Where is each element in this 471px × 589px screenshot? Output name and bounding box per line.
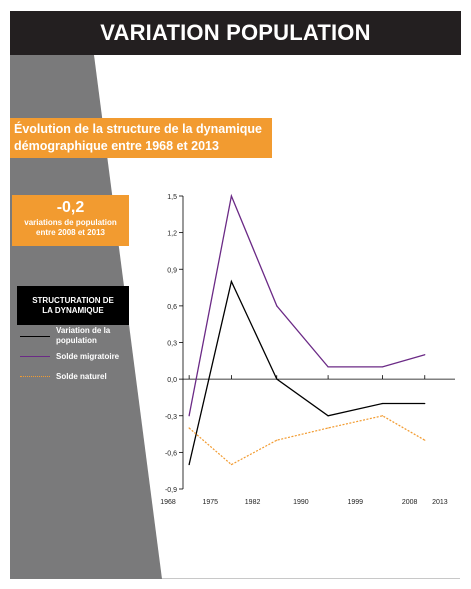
- y-tick-label: -0,9: [165, 487, 177, 494]
- data-point-solde-migratoire: [381, 366, 384, 368]
- chart-subtitle-line1: Évolution de la structure de la dynamiqu…: [14, 122, 262, 136]
- legend-label-population-line2: population: [56, 336, 97, 345]
- legend-label-population-line1: Variation de la: [56, 326, 111, 335]
- legend-title-box: STRUCTURATION DE LA DYNAMIQUE: [17, 286, 129, 325]
- stat-label: variations de population entre 2008 et 2…: [12, 218, 129, 238]
- stat-label-line2: entre 2008 et 2013: [36, 228, 105, 237]
- x-tick-label: 1999: [348, 499, 364, 506]
- data-point-solde-migratoire: [188, 415, 190, 417]
- legend-swatch-population: [20, 336, 50, 337]
- legend-item-population: Variation de la population: [56, 326, 110, 346]
- y-tick-label: 1,5: [167, 194, 177, 201]
- x-tick-label: 2013: [432, 499, 448, 506]
- stat-badge: -0,2 variations de population entre 2008…: [12, 195, 129, 246]
- data-point-solde-migratoire: [276, 305, 278, 307]
- data-point-variation-de-la-population: [327, 415, 329, 417]
- data-point-solde-migratoire: [230, 195, 233, 197]
- y-tick-label: -0,3: [165, 414, 177, 421]
- data-point-variation-de-la-population: [424, 402, 426, 405]
- data-point-solde-naturel: [381, 415, 384, 417]
- legend-label-naturel: Solde naturel: [56, 372, 107, 381]
- y-tick-label: 0,3: [167, 341, 177, 348]
- data-point-variation-de-la-population: [230, 280, 233, 283]
- y-tick-label: -0,6: [165, 450, 177, 457]
- y-tick-label: 0,0: [167, 377, 177, 384]
- legend-item-migratoire: Solde migratoire: [56, 352, 119, 362]
- y-tick-label: 0,9: [167, 267, 177, 274]
- chart-subtitle-box: Évolution de la structure de la dynamiqu…: [10, 118, 272, 158]
- stat-value: -0,2: [56, 199, 85, 216]
- x-tick-label: 1982: [245, 499, 261, 506]
- chart-subtitle-line2: démographique entre 1968 et 2013: [14, 139, 219, 153]
- y-tick-label: 0,6: [167, 304, 177, 311]
- series-line-variation-de-la-population: [188, 279, 425, 465]
- series-line-solde-naturel: [188, 415, 426, 466]
- data-point-solde-migratoire: [327, 366, 329, 368]
- legend-title-line1: STRUCTURATION DE: [32, 295, 114, 305]
- data-point-solde-naturel: [327, 427, 329, 429]
- legend-title-line2: LA DYNAMIQUE: [42, 305, 104, 315]
- stat-label-line1: variations de population: [24, 218, 117, 227]
- y-tick-label: 1,2: [167, 231, 177, 238]
- page-title: VARIATION POPULATION: [10, 11, 461, 55]
- legend-item-naturel: Solde naturel: [56, 372, 107, 382]
- data-point-solde-migratoire: [424, 354, 426, 356]
- data-point-solde-naturel: [424, 439, 426, 441]
- legend-swatch-naturel: [20, 376, 50, 377]
- legend-label-migratoire: Solde migratoire: [56, 352, 120, 361]
- x-tick-label: 2008: [402, 499, 418, 506]
- data-point-variation-de-la-population: [381, 402, 384, 405]
- x-tick-label: 1968: [160, 499, 176, 506]
- data-point-variation-de-la-population: [188, 463, 190, 466]
- data-point-solde-naturel: [188, 427, 190, 429]
- data-point-solde-naturel: [230, 463, 233, 466]
- x-tick-label: 1975: [203, 499, 219, 506]
- x-tick-label: 1990: [293, 499, 309, 506]
- frame-bottom-border: [10, 578, 460, 579]
- data-point-variation-de-la-population: [276, 378, 278, 380]
- data-point-solde-naturel: [276, 439, 278, 441]
- legend-swatch-migratoire: [20, 356, 50, 357]
- series-line-solde-migratoire: [188, 193, 425, 416]
